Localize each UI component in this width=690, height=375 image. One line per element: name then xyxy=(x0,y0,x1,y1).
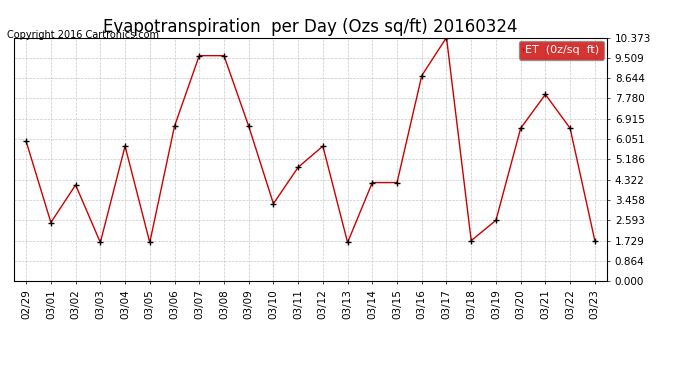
Legend: ET  (0z/sq  ft): ET (0z/sq ft) xyxy=(519,41,604,60)
Title: Evapotranspiration  per Day (Ozs sq/ft) 20160324: Evapotranspiration per Day (Ozs sq/ft) 2… xyxy=(104,18,518,36)
Text: Copyright 2016 Cartronics.com: Copyright 2016 Cartronics.com xyxy=(7,30,159,40)
